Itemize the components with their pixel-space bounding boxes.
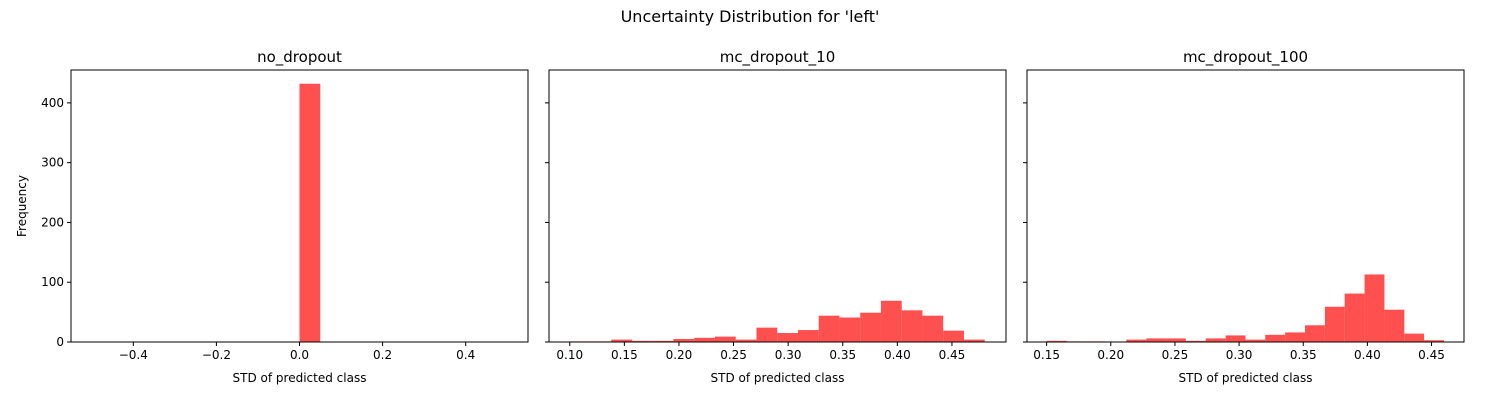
histogram-bar (860, 312, 881, 342)
x-tick-label: −0.4 (119, 348, 148, 362)
histogram-bar (611, 339, 632, 342)
x-tick-label: 0.20 (666, 348, 693, 362)
y-tick-label: 0 (56, 335, 64, 349)
histogram-bar (1046, 340, 1067, 342)
subplot-3: 0.15 0.20 0.25 0.30 0.35 0.40 0.45 mc_dropout_1… (1023, 48, 1465, 385)
x-tick-label: 0.15 (611, 348, 638, 362)
histogram-bar (1225, 335, 1246, 342)
histogram-bar (1424, 340, 1444, 342)
x-tick-label: 0.15 (1033, 348, 1060, 362)
x-tick-label: 0.35 (1290, 348, 1317, 362)
subplot-title: no_dropout (257, 48, 342, 67)
histogram-bar (1245, 339, 1266, 342)
histogram-bar (839, 317, 861, 342)
x-tick-label: 0.30 (1226, 348, 1253, 362)
x-axis-label: STD of predicted class (1179, 371, 1313, 385)
x-tick-label: 0.45 (1418, 348, 1445, 362)
x-tick-label: 0.2 (373, 348, 392, 362)
subplot-title: mc_dropout_10 (720, 48, 836, 67)
histogram-bar (652, 340, 674, 342)
x-axis-label: STD of predicted class (233, 371, 367, 385)
subplot-panels: −0.4 −0.2 0.0 0.2 0.40100200300400no_dropout… (15, 48, 1465, 385)
y-tick-label: 100 (41, 275, 64, 289)
x-tick-label: 0.30 (775, 348, 802, 362)
histogram-bar (631, 340, 653, 342)
figure-suptitle: Uncertainty Distribution for 'left' (621, 7, 880, 26)
histogram-bar (1384, 309, 1405, 342)
x-tick-label: 0.0 (290, 348, 309, 362)
histogram-bar (797, 330, 819, 342)
x-axis-label: STD of predicted class (711, 371, 845, 385)
histogram-bar (1265, 334, 1286, 342)
x-tick-label: 0.20 (1097, 348, 1124, 362)
histogram-bar (756, 327, 778, 342)
histogram-bar (714, 336, 736, 342)
histogram-bar (963, 339, 985, 342)
y-tick-label: 300 (41, 156, 64, 170)
subplot-2: 0.10 0.15 0.20 0.25 0.30 0.35 0.40 0.45 mc_dropo… (545, 48, 1007, 385)
histogram-bar (1324, 306, 1345, 342)
y-tick-label: 400 (41, 96, 64, 110)
x-tick-label: 0.45 (939, 348, 966, 362)
x-tick-label: 0.25 (1162, 348, 1189, 362)
histogram-bar (735, 339, 757, 342)
subplot-1: −0.4 −0.2 0.0 0.2 0.4 0 100 200 300 400 no_dropout… (15, 48, 529, 385)
x-tick-label: 0.35 (829, 348, 856, 362)
histogram-bar (1166, 338, 1186, 342)
x-tick-label: 0.40 (884, 348, 911, 362)
histogram-bar (1285, 332, 1306, 342)
histogram-bar (880, 300, 902, 342)
histogram-bar (922, 315, 944, 342)
histogram-bar (1146, 338, 1167, 342)
x-tick-label: 0.4 (456, 348, 475, 362)
histogram-bar (673, 339, 695, 342)
histogram-bar (1185, 340, 1206, 342)
x-tick-label: −0.2 (202, 348, 231, 362)
subplot-title: mc_dropout_100 (1183, 48, 1308, 67)
histogram-bar (694, 337, 715, 342)
x-tick-label: 0.40 (1354, 348, 1381, 362)
histogram-bar (1344, 293, 1365, 342)
histogram-bar (1205, 338, 1226, 342)
x-tick-label: 0.10 (556, 348, 583, 362)
histogram-bar (1364, 274, 1385, 342)
histogram-bar (1305, 325, 1325, 342)
histogram-bar (901, 310, 923, 342)
x-tick-label: 0.25 (720, 348, 747, 362)
histogram-bar (299, 83, 321, 342)
histogram-bar (943, 330, 964, 342)
y-axis-label: Frequency (15, 175, 29, 237)
histogram-bar (777, 333, 798, 342)
axes-frame (1026, 69, 1465, 343)
y-tick-label: 200 (41, 215, 64, 229)
histogram-bar (818, 315, 840, 342)
axes-frame (548, 69, 1007, 343)
histogram-bar (1126, 339, 1147, 342)
histogram-bar (1404, 333, 1425, 342)
